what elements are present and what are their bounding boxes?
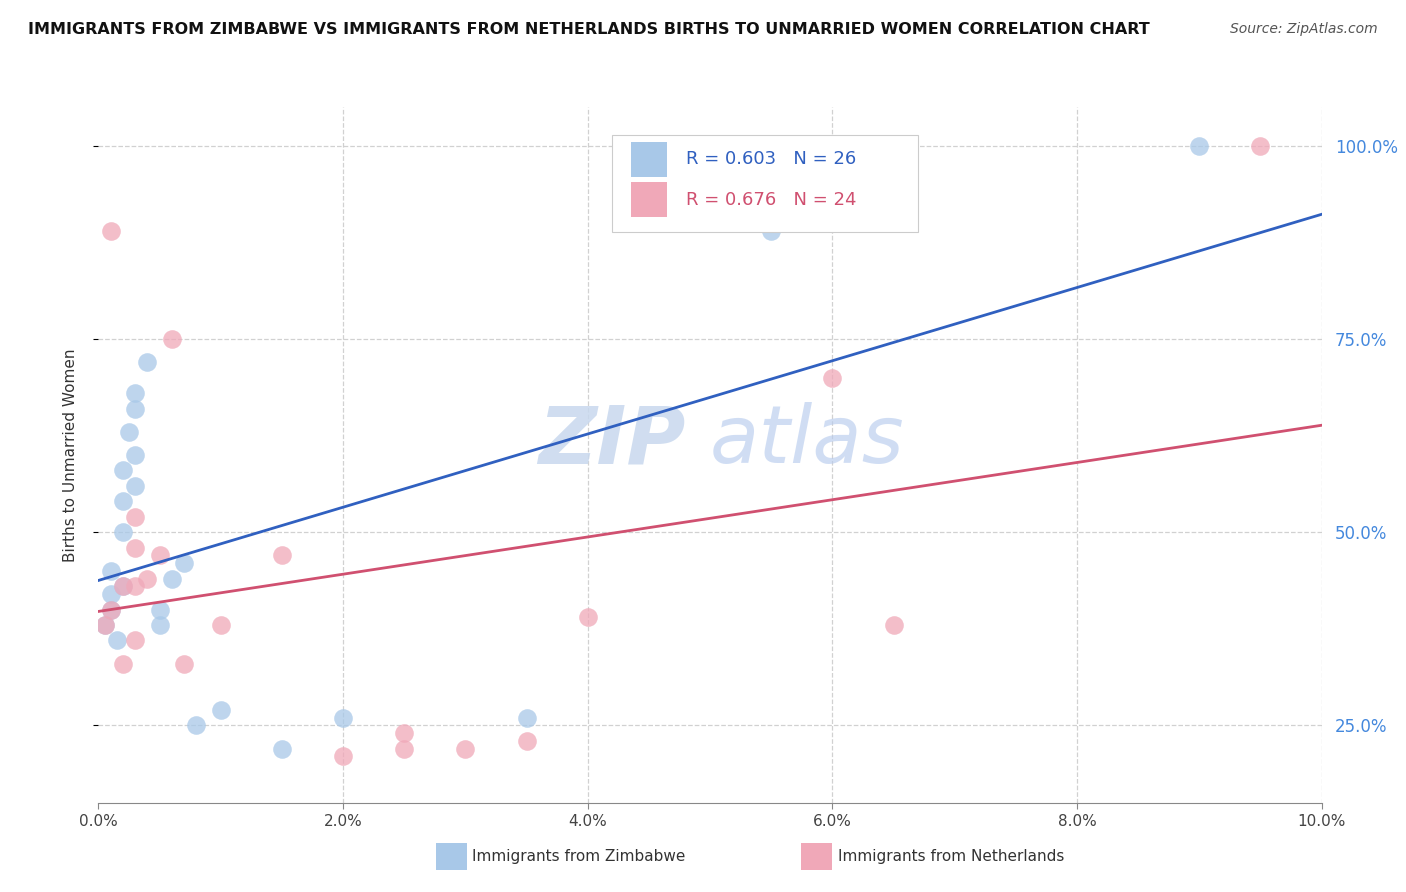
Point (100, 602, 122, 616)
Point (111, 579, 134, 593)
Point (332, 711, 354, 725)
Point (392, 726, 416, 740)
Point (105, 633, 128, 648)
Point (332, 749, 354, 764)
Point (124, 579, 146, 593)
Point (93, 618, 115, 632)
Point (186, 718, 208, 732)
Point (516, 711, 538, 725)
Point (149, 549, 172, 563)
Point (124, 509, 146, 524)
Point (160, 332, 183, 346)
Point (821, 370, 844, 384)
Y-axis label: Births to Unmarried Women: Births to Unmarried Women (63, 348, 77, 562)
Bar (612, 135, 918, 232)
Point (270, 549, 292, 563)
Point (883, 618, 905, 632)
Point (1249, 138, 1271, 153)
Point (124, 479, 146, 493)
Point (136, 572, 159, 586)
Point (1188, 138, 1211, 153)
Point (124, 401, 146, 416)
Point (93, 618, 115, 632)
Bar (630, 182, 668, 217)
Text: R = 0.676   N = 24: R = 0.676 N = 24 (686, 191, 856, 209)
Point (270, 741, 292, 756)
Point (759, 224, 782, 238)
Point (136, 355, 159, 369)
Point (111, 657, 134, 671)
Text: Immigrants from Zimbabwe: Immigrants from Zimbabwe (472, 849, 686, 863)
Point (124, 633, 146, 648)
Text: R = 0.603   N = 26: R = 0.603 N = 26 (686, 150, 856, 169)
Point (100, 564, 122, 578)
Point (118, 425, 141, 439)
Point (173, 556, 195, 570)
Point (124, 541, 146, 555)
Bar (630, 142, 668, 177)
Point (100, 602, 122, 616)
Point (124, 448, 146, 462)
Text: atlas: atlas (710, 402, 905, 480)
Text: ZIP: ZIP (538, 402, 686, 480)
Text: IMMIGRANTS FROM ZIMBABWE VS IMMIGRANTS FROM NETHERLANDS BIRTHS TO UNMARRIED WOME: IMMIGRANTS FROM ZIMBABWE VS IMMIGRANTS F… (28, 22, 1150, 37)
Point (149, 602, 172, 616)
Point (173, 657, 195, 671)
Point (576, 610, 599, 624)
Point (100, 224, 122, 238)
Point (100, 587, 122, 601)
Point (209, 703, 232, 717)
Point (111, 525, 134, 540)
Point (149, 618, 172, 632)
Point (209, 618, 232, 632)
Text: Source: ZipAtlas.com: Source: ZipAtlas.com (1230, 22, 1378, 37)
Point (111, 463, 134, 477)
Point (516, 734, 538, 748)
Point (454, 741, 477, 756)
Point (111, 579, 134, 593)
Point (392, 741, 416, 756)
Point (160, 572, 183, 586)
Point (111, 494, 134, 508)
Point (124, 386, 146, 401)
Text: Immigrants from Netherlands: Immigrants from Netherlands (838, 849, 1064, 863)
